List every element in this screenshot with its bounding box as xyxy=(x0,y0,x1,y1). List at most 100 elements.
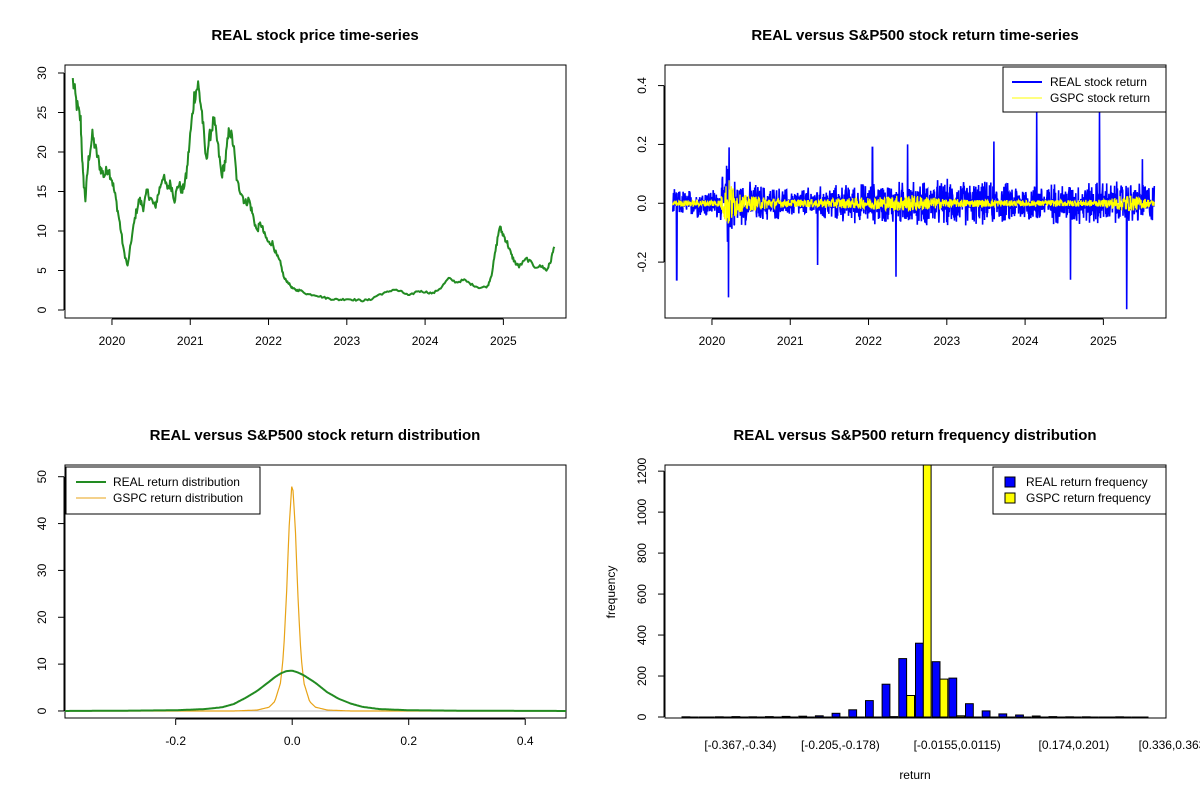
histogram-y-tick-label: 0 xyxy=(635,713,649,720)
gspc-frequency-bar xyxy=(1106,716,1116,718)
histogram-y-tick-label: 1000 xyxy=(635,498,649,525)
histogram-y-tick-label: 400 xyxy=(635,625,649,645)
price-x-tick-label: 2022 xyxy=(255,334,282,348)
histogram-y-tick-label: 1200 xyxy=(635,457,649,484)
histogram-legend-box xyxy=(992,466,1167,515)
return-legend: REAL stock return GSPC stock return xyxy=(1002,66,1167,113)
price-y-tick-label: 0 xyxy=(35,306,49,313)
return-x-tick-label: 2021 xyxy=(777,334,804,348)
real-frequency-bar xyxy=(1115,716,1124,718)
density-y-tick-label: 20 xyxy=(35,610,49,624)
price-y-tick-label: 25 xyxy=(35,106,49,120)
price-x-tick-label: 2021 xyxy=(177,334,204,348)
return-x-tick-label: 2024 xyxy=(1012,334,1039,348)
histogram-bars xyxy=(681,465,1149,718)
return-distribution-panel: REAL versus S&P500 stock return distribu… xyxy=(35,427,567,748)
return-legend-box xyxy=(1002,66,1167,113)
gspc-frequency-bar xyxy=(722,716,732,718)
price-x-tick-label: 2020 xyxy=(99,334,126,348)
histogram-x-category-label: [-0.367,-0.34) xyxy=(704,738,776,752)
legend-label-gspc-density: GSPC return distribution xyxy=(113,491,243,505)
density-y-tick-label: 0 xyxy=(35,707,49,714)
return-x-tick-label: 2023 xyxy=(933,334,960,348)
gspc-frequency-bar xyxy=(756,716,765,718)
real-frequency-bar xyxy=(965,703,974,718)
gspc-frequency-bar xyxy=(939,678,949,718)
real-frequency-bar xyxy=(1065,716,1074,718)
price-y-tick-label: 30 xyxy=(35,66,49,80)
density-plot-border xyxy=(64,464,567,719)
histogram-x-category-label: [-0.0155,0.0115) xyxy=(914,738,1001,752)
return-y-tick-label: 0.0 xyxy=(635,195,649,212)
gspc-frequency-bar xyxy=(889,716,899,718)
gspc-frequency-bar xyxy=(1139,716,1149,718)
real-frequency-bar xyxy=(898,658,908,718)
density-y-tick-label: 30 xyxy=(35,563,49,577)
gspc-frequency-bar xyxy=(956,715,966,718)
real-frequency-bar xyxy=(865,700,874,718)
return-y-tick-label: 0.2 xyxy=(635,136,649,153)
return-timeseries-panel: REAL versus S&P500 stock return time-ser… xyxy=(635,27,1167,348)
return-chart-title: REAL versus S&P500 stock return time-ser… xyxy=(751,27,1078,44)
real-frequency-bar xyxy=(714,716,724,718)
price-chart-title: REAL stock price time-series xyxy=(211,27,418,44)
return-y-tick-label: 0.4 xyxy=(635,77,649,94)
legend-label-real-density: REAL return distribution xyxy=(113,475,240,489)
gspc-frequency-bar xyxy=(1089,716,1099,718)
density-x-tick-label: 0.4 xyxy=(517,734,534,748)
real-frequency-bar xyxy=(981,710,991,718)
gspc-frequency-bar xyxy=(839,716,849,718)
real-frequency-bar xyxy=(814,715,824,718)
density-y-tick-label: 50 xyxy=(35,470,49,484)
histogram-y-axis-title: frequency xyxy=(604,566,618,619)
return-x-tick-label: 2020 xyxy=(699,334,726,348)
density-legend-box xyxy=(65,466,261,515)
real-price-line xyxy=(71,78,556,303)
return-plot-border xyxy=(664,64,1167,319)
density-y-tick-label: 40 xyxy=(35,517,49,531)
gspc-frequency-bar xyxy=(1056,716,1066,718)
price-x-tick-label: 2023 xyxy=(333,334,360,348)
real-frequency-bar xyxy=(1031,715,1041,718)
gspc-frequency-bar xyxy=(872,716,882,718)
real-frequency-bar xyxy=(748,716,758,718)
return-x-tick-label: 2025 xyxy=(1090,334,1117,348)
histogram-chart-title: REAL versus S&P500 return frequency dist… xyxy=(733,427,1096,444)
histogram-x-category-label: [0.174,0.201) xyxy=(1039,738,1110,752)
price-timeseries-panel: REAL stock price time-series 2020 2021 202… xyxy=(35,27,567,348)
histogram-plot-border xyxy=(664,464,1167,719)
gspc-frequency-bar xyxy=(972,716,982,718)
real-frequency-bar xyxy=(731,716,741,718)
real-frequency-bar xyxy=(881,683,891,718)
gspc-frequency-bar xyxy=(822,716,832,718)
real-frequency-bar xyxy=(831,712,841,718)
legend-label-gspc-return: GSPC stock return xyxy=(1050,91,1150,105)
density-chart-title: REAL versus S&P500 stock return distribu… xyxy=(150,427,481,444)
histogram-y-tick-label: 200 xyxy=(635,666,649,686)
density-legend: REAL return distribution GSPC return dis… xyxy=(65,466,261,515)
gspc-frequency-bar xyxy=(856,716,865,718)
real-frequency-bar xyxy=(948,677,958,718)
real-frequency-bar xyxy=(998,713,1008,718)
price-plot-border xyxy=(64,64,567,319)
real-density-line xyxy=(65,669,566,712)
gspc-frequency-bar xyxy=(1039,716,1049,718)
legend-label-gspc-frequency: GSPC return frequency xyxy=(1026,491,1151,505)
real-frequency-bar xyxy=(1098,716,1108,718)
gspc-frequency-bar xyxy=(806,716,815,718)
legend-label-real-frequency: REAL return frequency xyxy=(1026,475,1148,489)
real-frequency-bar xyxy=(915,642,924,718)
histogram-legend: REAL return frequency GSPC return freque… xyxy=(992,466,1167,515)
real-frequency-bar xyxy=(1048,716,1058,718)
legend-label-real-return: REAL stock return xyxy=(1050,75,1147,89)
gspc-frequency-bar xyxy=(922,465,932,718)
histogram-y-tick-label: 800 xyxy=(635,543,649,563)
histogram-plot-area: [-0.367,-0.34) [-0.205,-0.178) [-0.0155,0.… xyxy=(635,457,1200,752)
price-x-tick-label: 2025 xyxy=(490,334,517,348)
legend-swatch-gspc-frequency xyxy=(1004,492,1016,504)
legend-swatch-real-frequency xyxy=(1004,476,1016,488)
real-frequency-bar xyxy=(1015,714,1024,718)
gspc-frequency-bar xyxy=(706,716,715,718)
